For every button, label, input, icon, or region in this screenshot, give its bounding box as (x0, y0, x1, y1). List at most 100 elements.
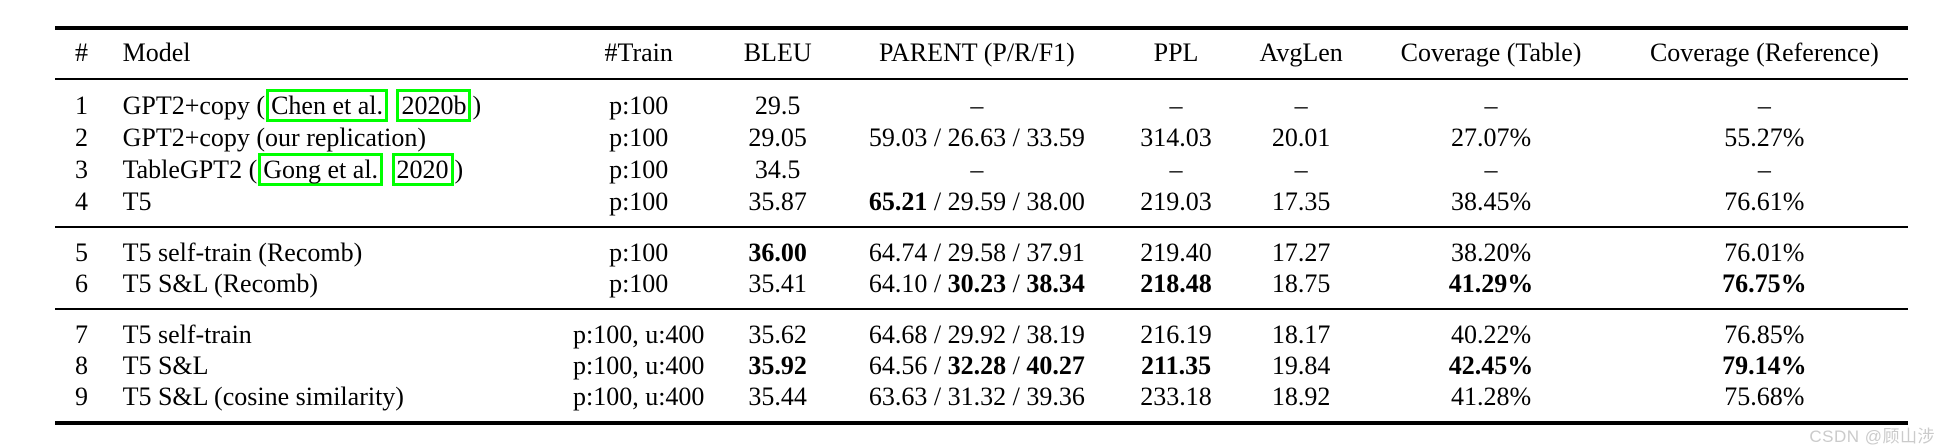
parent-value: 63.63 / 31.32 / 39.36 (868, 382, 1085, 411)
table-header: # Model #Train BLEU PARENT (P/R/F1) PPL … (55, 28, 1908, 79)
coverage-table-cell: 40.22% (1361, 309, 1620, 350)
citation-link[interactable]: 2020 (391, 153, 454, 186)
ppl-value: 218.48 (1140, 269, 1212, 298)
parent-value: 64.56 / (868, 351, 948, 380)
bleu-value: 35.41 (748, 269, 807, 298)
results-table: # Model #Train BLEU PARENT (P/R/F1) PPL … (55, 26, 1908, 425)
avglen-cell: 18.17 (1271, 320, 1331, 349)
section-recomb: 5 T5 self-train (Recomb) p:100 36.00 64.… (55, 227, 1908, 309)
parent-cell: 64.74 / 29.58 / 37.91 (843, 227, 1112, 268)
parent-cell: 64.56 / 32.28 / 40.27 (843, 350, 1112, 381)
model-name: T5 S&L (cosine similarity) (122, 382, 404, 411)
model-name: GPT2+copy ( (122, 91, 266, 120)
row-number: 1 (75, 91, 88, 120)
train-cell: p:100 (609, 123, 669, 152)
table-row: 7 T5 self-train p:100, u:400 35.62 64.68… (55, 309, 1908, 350)
table-row: 8 T5 S&L p:100, u:400 35.92 64.56 / 32.2… (55, 350, 1908, 381)
coverage-reference-value: 76.75% (1722, 269, 1807, 298)
avglen-cell: 19.84 (1271, 351, 1331, 380)
avglen-cell: 18.92 (1271, 382, 1331, 411)
coverage-table-cell: 41.29% (1361, 268, 1620, 309)
bleu-cell: 36.00 (713, 227, 843, 268)
bleu-cell: 29.5 (713, 79, 843, 122)
parent-cell: 63.63 / 31.32 / 39.36 (843, 381, 1112, 423)
model-cell: T5 self-train (111, 309, 565, 350)
coverage-reference-cell: 76.01% (1621, 227, 1908, 268)
parent-cell: 64.68 / 29.92 / 38.19 (843, 309, 1112, 350)
section-baselines: 1 GPT2+copy (Chen et al. 2020b) p:100 29… (55, 79, 1908, 227)
train-cell: p:100, u:400 (572, 320, 705, 349)
model-name: T5 S&L (122, 351, 209, 380)
table-row: 9 T5 S&L (cosine similarity) p:100, u:40… (55, 381, 1908, 423)
row-number: 9 (75, 382, 88, 411)
model-name: T5 self-train (122, 320, 252, 349)
coverage-reference-value: 79.14% (1722, 351, 1807, 380)
model-name-suffix: ) (472, 91, 482, 120)
model-cell: GPT2+copy (Chen et al. 2020b) (111, 79, 565, 122)
model-name: T5 S&L (Recomb) (122, 269, 319, 298)
row-number: 8 (75, 351, 88, 380)
row-number: 2 (75, 123, 88, 152)
bleu-value: 29.05 (748, 123, 807, 152)
citation-link[interactable]: Gong et al. (258, 153, 384, 186)
col-header-model: Model (122, 38, 191, 67)
bleu-value: 35.92 (748, 351, 807, 380)
ppl-cell: 219.40 (1111, 227, 1241, 268)
bleu-value: 34.5 (754, 155, 801, 184)
ppl-cell: – (1111, 153, 1241, 186)
avglen-cell: 20.01 (1271, 123, 1331, 152)
citation-link[interactable]: 2020b (396, 89, 472, 122)
table-row: 5 T5 self-train (Recomb) p:100 36.00 64.… (55, 227, 1908, 268)
parent-value: 59.03 / 26.63 / 33.59 (868, 123, 1085, 152)
bleu-cell: 34.5 (713, 153, 843, 186)
coverage-table-value: 38.20% (1450, 238, 1532, 267)
header-row: # Model #Train BLEU PARENT (P/R/F1) PPL … (55, 28, 1908, 79)
citation-link[interactable]: Chen et al. (266, 89, 388, 122)
ppl-cell: 216.19 (1111, 309, 1241, 350)
csdn-watermark: CSDN @顾山涉 (1809, 427, 1935, 446)
coverage-reference-value: 76.61% (1724, 187, 1805, 216)
model-cell: T5 S&L (cosine similarity) (111, 381, 565, 423)
ppl-cell: 314.03 (1111, 122, 1241, 153)
parent-value: 30.23 (947, 269, 1007, 298)
bleu-value: 35.44 (748, 382, 807, 411)
col-header-bleu: BLEU (743, 38, 812, 67)
coverage-reference-cell: 76.85% (1621, 309, 1908, 350)
coverage-table-cell: – (1361, 153, 1620, 186)
avglen-cell: – (1294, 91, 1308, 120)
coverage-table-value: 38.45% (1450, 187, 1532, 216)
col-header-parent: PARENT (P/R/F1) (878, 38, 1075, 67)
coverage-table-cell: 27.07% (1361, 122, 1620, 153)
col-header-coverage-table: Coverage (Table) (1400, 38, 1582, 67)
coverage-table-value: – (1484, 155, 1498, 184)
coverage-reference-cell: 75.68% (1621, 381, 1908, 423)
ppl-value: 219.40 (1140, 238, 1212, 267)
train-cell: p:100 (609, 187, 669, 216)
model-name: TableGPT2 ( (122, 155, 258, 184)
coverage-table-cell: 41.28% (1361, 381, 1620, 423)
bleu-cell: 35.87 (713, 186, 843, 227)
model-cell: TableGPT2 (Gong et al. 2020) (111, 153, 565, 186)
ppl-cell: 218.48 (1111, 268, 1241, 309)
ppl-cell: 211.35 (1111, 350, 1241, 381)
coverage-reference-cell: 55.27% (1621, 122, 1908, 153)
row-number: 7 (75, 320, 88, 349)
parent-cell: – (843, 79, 1112, 122)
bleu-value: 29.5 (754, 91, 801, 120)
ppl-value: 216.19 (1140, 320, 1212, 349)
train-cell: p:100 (609, 269, 669, 298)
avglen-cell: 18.75 (1271, 269, 1331, 298)
model-cell: GPT2+copy (our replication) (111, 122, 565, 153)
bleu-cell: 35.41 (713, 268, 843, 309)
model-name: T5 self-train (Recomb) (122, 238, 363, 267)
table-row: 4 T5 p:100 35.87 65.21 / 29.59 / 38.00 2… (55, 186, 1908, 227)
parent-value: 65.21 (868, 187, 928, 216)
parent-value: 40.27 (1026, 351, 1085, 380)
bleu-cell: 35.92 (713, 350, 843, 381)
coverage-table-cell: 42.45% (1361, 350, 1620, 381)
coverage-reference-value: 76.01% (1724, 238, 1805, 267)
coverage-reference-value: 75.68% (1724, 382, 1805, 411)
ppl-value: – (1169, 155, 1183, 184)
coverage-reference-value: 55.27% (1724, 123, 1805, 152)
bleu-cell: 35.62 (713, 309, 843, 350)
